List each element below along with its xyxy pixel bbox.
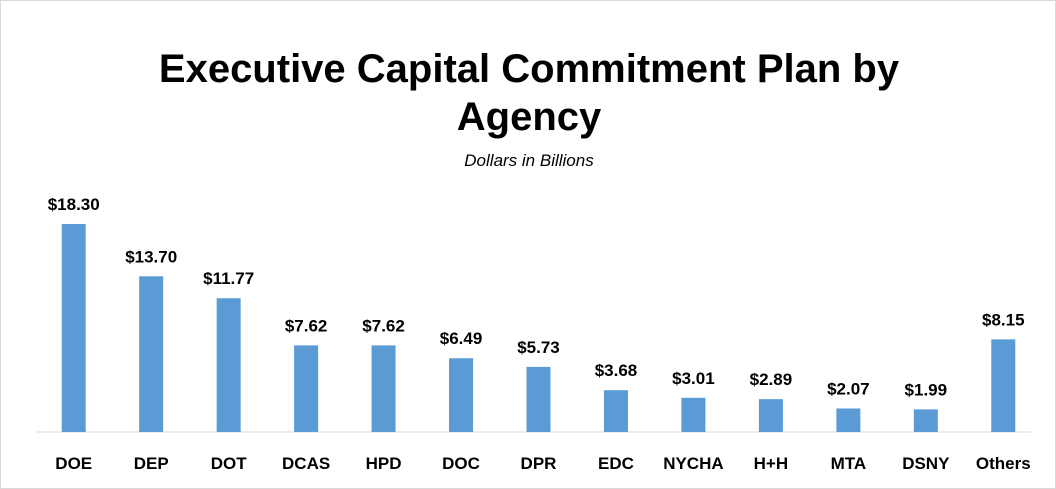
bar <box>449 358 474 432</box>
value-label: $2.07 <box>827 379 870 398</box>
bar <box>603 390 628 432</box>
x-tick-label: DSNY <box>902 454 950 473</box>
value-label: $8.15 <box>982 310 1025 329</box>
bar <box>526 366 551 432</box>
chart-title: Executive Capital Commitment Plan by Age… <box>158 47 900 139</box>
value-label: $3.68 <box>595 361 638 380</box>
bar <box>61 224 86 432</box>
bar <box>371 345 396 432</box>
x-tick-label: NYCHA <box>663 454 723 473</box>
chart-subtitle: Dollars in Billions <box>464 151 594 170</box>
x-tick-label: MTA <box>831 454 867 473</box>
bar <box>991 339 1016 432</box>
value-label: $2.89 <box>750 370 793 389</box>
x-tick-label: DPR <box>521 454 557 473</box>
value-label: $13.70 <box>125 247 177 266</box>
value-label: $1.99 <box>905 380 948 399</box>
x-tick-label: DOE <box>55 454 92 473</box>
value-label: $11.77 <box>203 269 254 288</box>
x-tick-label: H+H <box>754 454 788 473</box>
x-tick-label: EDC <box>598 454 634 473</box>
value-label: $3.01 <box>672 369 715 388</box>
x-tick-label: DEP <box>134 454 169 473</box>
x-tick-label: DCAS <box>282 454 330 473</box>
bar <box>758 399 783 432</box>
bar <box>836 408 861 432</box>
bar <box>681 397 706 432</box>
value-label: $7.62 <box>285 316 328 335</box>
x-tick-label: Others <box>976 454 1031 473</box>
bar <box>294 345 319 432</box>
bar <box>913 409 938 432</box>
value-label: $5.73 <box>517 338 560 357</box>
bar <box>216 298 241 432</box>
bar <box>139 276 164 432</box>
x-tick-label: DOT <box>211 454 248 473</box>
value-label: $7.62 <box>362 316 405 335</box>
x-tick-label: HPD <box>366 454 402 473</box>
value-label: $18.30 <box>48 195 100 214</box>
x-tick-label: DOC <box>442 454 480 473</box>
value-label: $6.49 <box>440 329 483 348</box>
